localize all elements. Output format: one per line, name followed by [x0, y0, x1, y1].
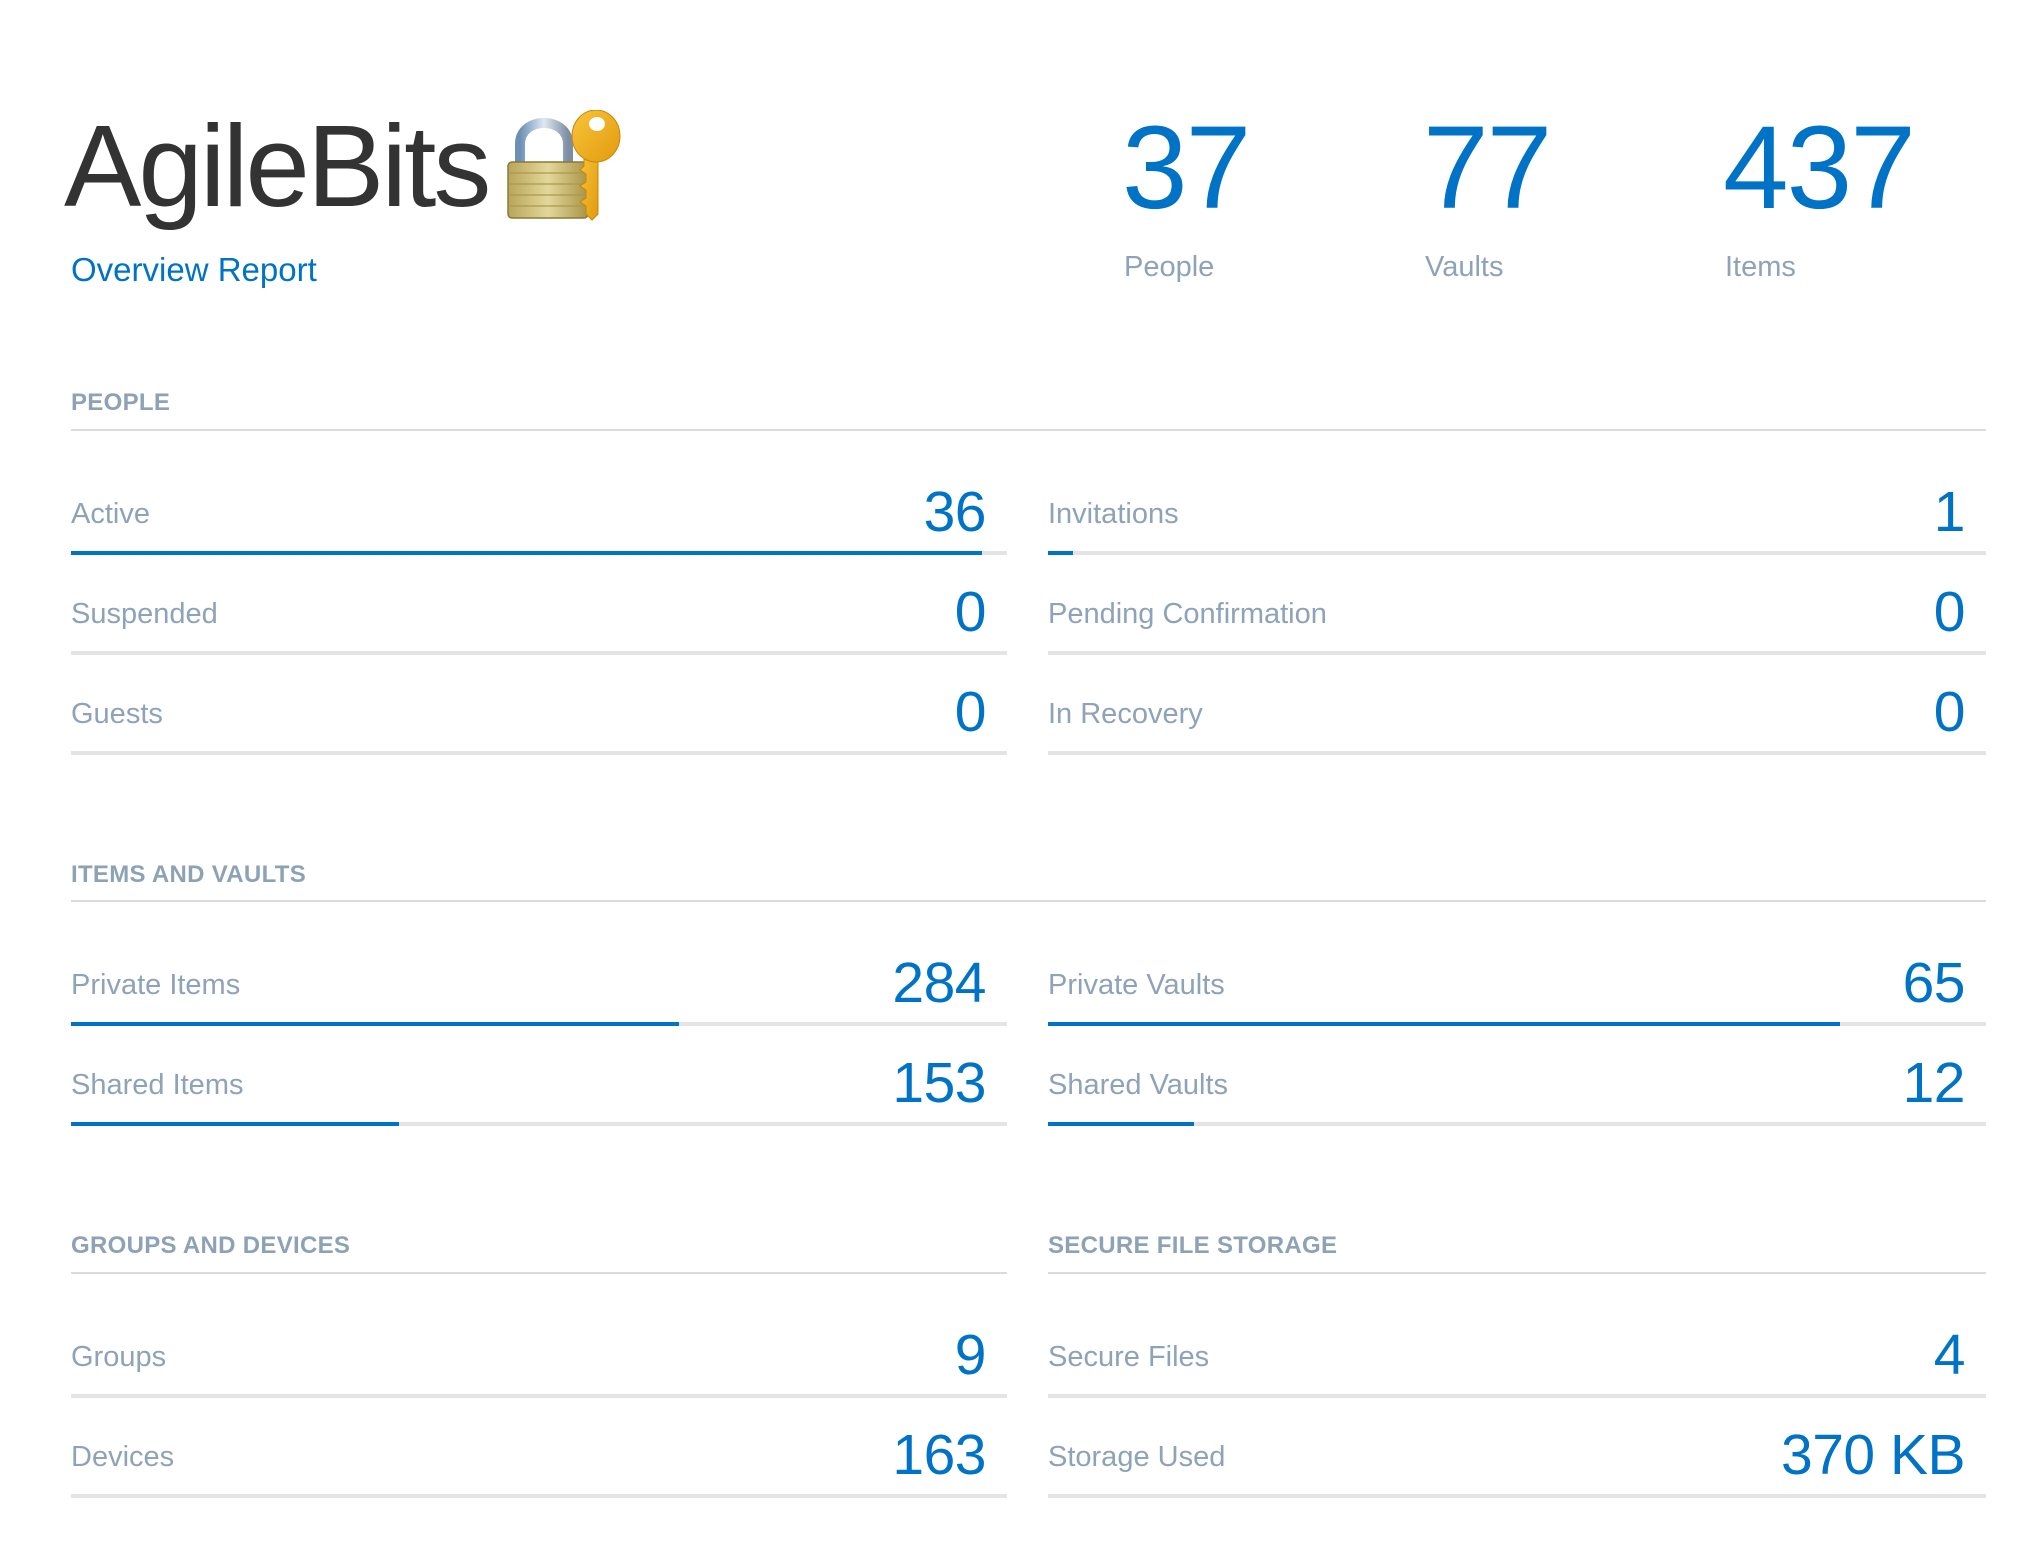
row-value: 284	[892, 951, 986, 1015]
progress-track	[1048, 1022, 1986, 1026]
progress-track	[71, 651, 1007, 655]
row-value: 0	[954, 680, 987, 744]
section-heading-people: PEOPLE	[71, 389, 171, 416]
progress-track	[1048, 1494, 1986, 1498]
section-divider	[1048, 1272, 1986, 1274]
progress-track	[71, 751, 1007, 755]
row-label: Active	[71, 498, 150, 530]
stat-row-devices: Devices 163	[71, 1398, 1007, 1498]
row-label: Storage Used	[1048, 1441, 1226, 1473]
row-value: 36	[923, 480, 987, 544]
org-title: AgileBits	[64, 101, 491, 231]
stat-row-shared-items: Shared Items 153	[71, 1026, 1007, 1126]
stat-row-active: Active 36	[71, 455, 1007, 555]
row-label: Shared Vaults	[1048, 1069, 1229, 1101]
stat-value: 77	[1423, 102, 1552, 234]
summary-stat-people: 37 People	[1122, 102, 1251, 284]
section-heading-items-vaults: ITEMS AND VAULTS	[71, 861, 307, 888]
row-value: 0	[954, 580, 987, 644]
stat-row-storage-used: Storage Used 370 KB	[1048, 1398, 1986, 1498]
row-value: 12	[1902, 1051, 1966, 1115]
summary-stat-items: 437 Items	[1723, 102, 1916, 284]
stat-row-shared-vaults: Shared Vaults 12	[1048, 1026, 1986, 1126]
section-divider	[71, 429, 1986, 431]
row-label: Private Items	[71, 969, 241, 1001]
row-label: Secure Files	[1048, 1341, 1210, 1373]
progress-fill	[1048, 1122, 1195, 1126]
section-divider	[71, 1272, 1007, 1274]
stat-row-secure-files: Secure Files 4	[1048, 1298, 1986, 1398]
stat-label: People	[1124, 251, 1215, 283]
progress-fill	[71, 1122, 399, 1126]
stat-row-groups: Groups 9	[71, 1298, 1007, 1398]
stat-label: Items	[1725, 251, 1796, 283]
progress-track	[71, 1022, 1007, 1026]
summary-stat-vaults: 77 Vaults	[1423, 102, 1552, 284]
row-label: Invitations	[1048, 498, 1179, 530]
stat-value: 437	[1723, 102, 1916, 234]
stat-value: 37	[1122, 102, 1251, 234]
progress-track	[1048, 1394, 1986, 1398]
row-value: 153	[892, 1051, 986, 1115]
row-value: 0	[1933, 580, 1966, 644]
row-value: 65	[1902, 951, 1966, 1015]
row-value: 9	[954, 1323, 987, 1387]
row-value: 1	[1933, 480, 1966, 544]
row-value: 0	[1933, 680, 1966, 744]
row-label: Devices	[71, 1441, 175, 1473]
progress-track	[71, 551, 1007, 555]
progress-fill	[71, 1022, 680, 1026]
stat-row-suspended: Suspended 0	[71, 555, 1007, 655]
progress-fill	[71, 551, 982, 555]
report-title-link[interactable]: Overview Report	[71, 251, 317, 288]
progress-track	[71, 1494, 1007, 1498]
stat-row-invitations: Invitations 1	[1048, 455, 1986, 555]
row-value: 163	[892, 1423, 986, 1487]
lock-with-key-icon	[506, 109, 624, 222]
stat-label: Vaults	[1425, 251, 1504, 283]
row-label: Groups	[71, 1341, 167, 1373]
row-label: Pending Confirmation	[1048, 598, 1327, 630]
section-heading-groups-devices: GROUPS AND DEVICES	[71, 1232, 351, 1259]
stat-row-private-vaults: Private Vaults 65	[1048, 926, 1986, 1026]
row-label: In Recovery	[1048, 698, 1203, 730]
stat-row-private-items: Private Items 284	[71, 926, 1007, 1026]
row-label: Suspended	[71, 598, 218, 630]
stat-row-guests: Guests 0	[71, 655, 1007, 755]
row-value: 4	[1933, 1323, 1966, 1387]
section-divider	[71, 900, 1986, 902]
progress-fill	[1048, 1022, 1840, 1026]
row-label: Shared Items	[71, 1069, 244, 1101]
progress-track	[1048, 751, 1986, 755]
section-heading-secure-file-storage: SECURE FILE STORAGE	[1048, 1232, 1338, 1259]
progress-track	[1048, 651, 1986, 655]
stat-row-in-recovery: In Recovery 0	[1048, 655, 1986, 755]
progress-track	[1048, 1122, 1986, 1126]
progress-track	[1048, 551, 1986, 555]
progress-fill	[1048, 551, 1074, 555]
row-label: Private Vaults	[1048, 969, 1225, 1001]
row-value: 370 KB	[1781, 1423, 1965, 1487]
stat-row-pending-confirmation: Pending Confirmation 0	[1048, 555, 1986, 655]
progress-track	[71, 1122, 1007, 1126]
progress-track	[71, 1394, 1007, 1398]
row-label: Guests	[71, 698, 163, 730]
